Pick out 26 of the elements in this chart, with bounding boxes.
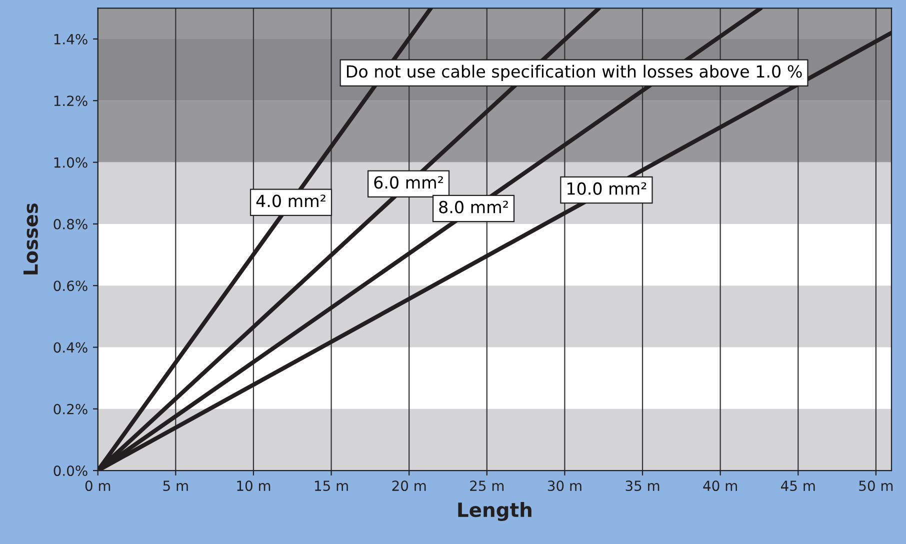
x-tick-label: 50 m bbox=[859, 480, 893, 492]
y-tick-label: 1.2% bbox=[54, 96, 88, 106]
series-label: 8.0 mm² bbox=[439, 200, 508, 214]
y-tick-label: 0.6% bbox=[54, 280, 88, 292]
x-tick-label: 5 m bbox=[163, 480, 188, 492]
y-tick-label: 0.4% bbox=[54, 342, 88, 353]
x-tick-label: 20 m bbox=[392, 480, 426, 492]
x-tick-label: 45 m bbox=[781, 480, 815, 492]
y-tick-label: 0.2% bbox=[54, 404, 88, 414]
x-axis-title: Length bbox=[458, 502, 532, 522]
x-tick-label: 10 m bbox=[237, 480, 270, 492]
x-tick-label: 25 m bbox=[470, 480, 504, 492]
x-tick-label: 35 m bbox=[626, 480, 660, 492]
y-tick-label: 0.8% bbox=[54, 218, 88, 230]
x-tick-label: 0 m bbox=[85, 480, 110, 492]
y-tick-label: 0.0% bbox=[54, 466, 88, 476]
x-tick-label: 15 m bbox=[314, 480, 348, 492]
x-tick-label: 30 m bbox=[548, 480, 582, 492]
annotation: Do not use cable specification with losses above 1.0 % bbox=[346, 64, 802, 81]
x-tick-label: 40 m bbox=[703, 480, 737, 492]
series-label: 10.0 mm² bbox=[568, 182, 646, 195]
y-axis-title: Losses bbox=[24, 203, 38, 274]
y-tick-label: 1.0% bbox=[54, 157, 88, 168]
series-label: 4.0 mm² bbox=[256, 194, 326, 208]
y-tick-label: 1.4% bbox=[54, 34, 88, 44]
series-label: 6.0 mm² bbox=[374, 176, 443, 189]
